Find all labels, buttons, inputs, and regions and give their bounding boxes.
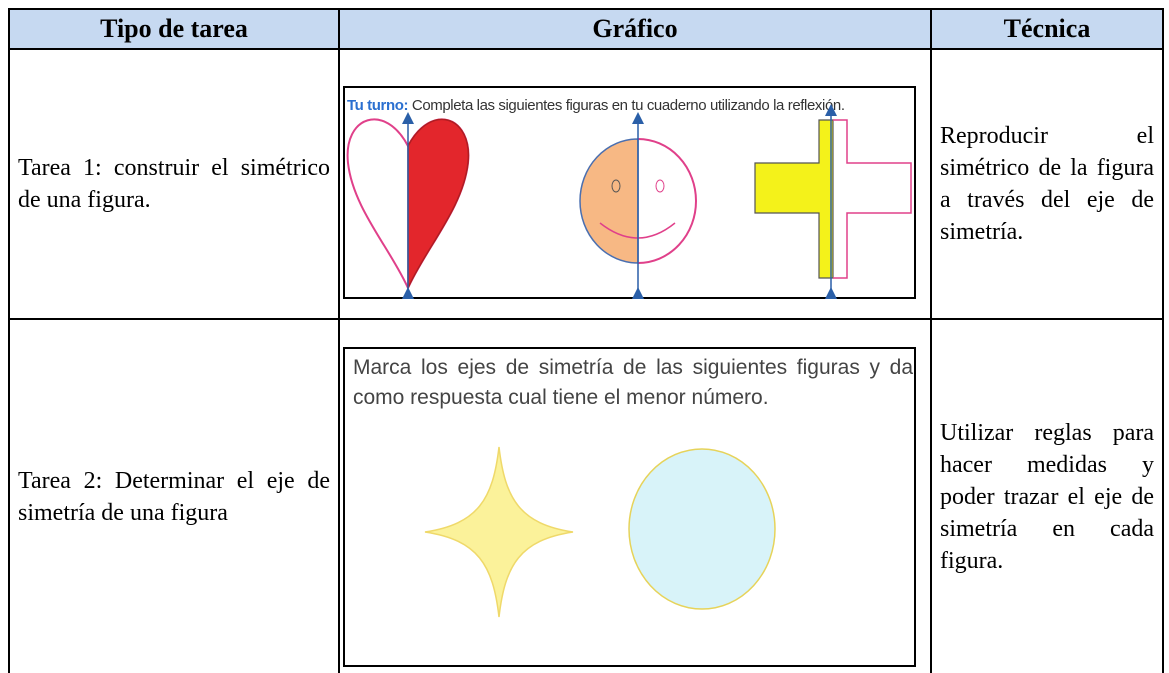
cross-half bbox=[754, 119, 834, 279]
face-outline bbox=[637, 138, 697, 264]
row: Tarea 2: Determinar el eje de simetría d… bbox=[8, 318, 1164, 673]
task-cell: Tarea 1: construir el simétrico de una f… bbox=[8, 48, 340, 319]
header-row: Tipo de tarea Gráfico Técnica bbox=[8, 8, 1164, 50]
header-cell: Tipo de tarea bbox=[8, 8, 340, 50]
header-cell: Técnica bbox=[930, 8, 1164, 50]
eye bbox=[611, 179, 621, 193]
graphic-cell: Marca los ejes de simetría de las siguie… bbox=[338, 318, 932, 673]
exercise-image: Marca los ejes de simetría de las siguie… bbox=[343, 347, 916, 667]
row: Tarea 1: construir el simétrico de una f… bbox=[8, 48, 1164, 319]
graphic-cell: Tu turno: Completa las siguientes figura… bbox=[338, 48, 932, 319]
technique-cell: Reproducir el simétrico de la figura a t… bbox=[930, 48, 1164, 319]
eye bbox=[655, 179, 665, 193]
instruction-text: Completa las siguientes figuras en tu cu… bbox=[411, 97, 845, 114]
star bbox=[424, 446, 574, 618]
figures bbox=[424, 446, 776, 618]
technique-cell: Utilizar reglas para hacer medidas y pod… bbox=[930, 318, 1164, 673]
symmetry-figures bbox=[346, 104, 912, 299]
task-table: Tipo de tarea Gráfico Técnica Tarea 1: c… bbox=[8, 8, 1164, 673]
heart-half bbox=[407, 118, 470, 289]
cross-outline bbox=[833, 119, 912, 279]
circle bbox=[628, 448, 776, 610]
header-cell: Gráfico bbox=[338, 8, 932, 50]
task-cell: Tarea 2: Determinar el eje de simetría d… bbox=[8, 318, 340, 673]
instruction: Marca los ejes de simetría de las siguie… bbox=[353, 356, 913, 409]
instruction-label: Tu turno: bbox=[347, 97, 409, 114]
face-half bbox=[579, 138, 639, 264]
instruction: Tu turno: Completa las siguientes figura… bbox=[347, 90, 845, 122]
exercise-image: Tu turno: Completa las siguientes figura… bbox=[343, 86, 916, 299]
